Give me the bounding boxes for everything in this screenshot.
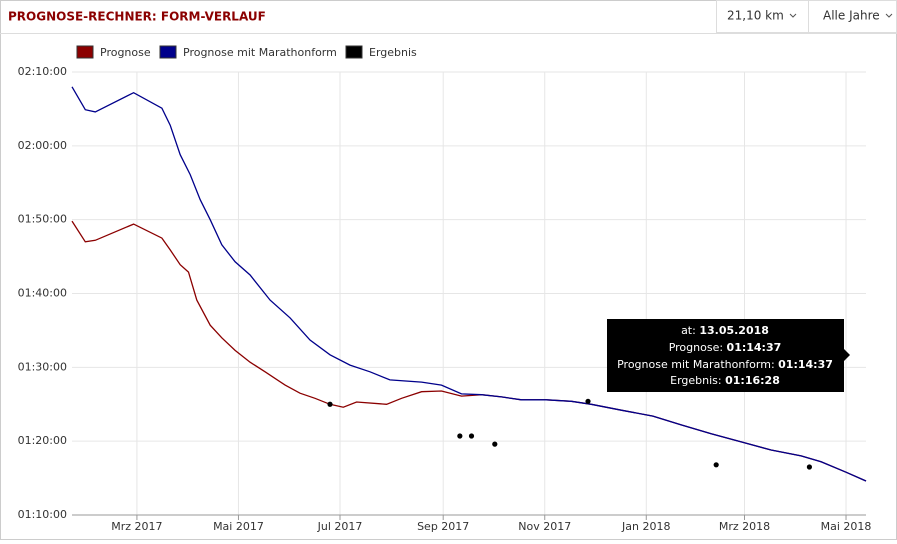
result-point [713, 462, 719, 468]
x-tick-label: Nov 2017 [518, 520, 571, 533]
legend-swatch[interactable] [76, 45, 94, 59]
tooltip-value: 13.05.2018 [699, 324, 769, 337]
dropdown-box[interactable] [808, 0, 897, 33]
tooltip-key: Prognose: [669, 341, 723, 354]
tooltip-row: Prognose mit Marathonform: 01:14:37 [617, 358, 833, 371]
x-tick-label: Mai 2018 [821, 520, 872, 533]
header-title: PROGNOSE-RECHNER: FORM-VERLAUF [8, 10, 266, 24]
x-tick-label: Mai 2017 [213, 520, 264, 533]
tooltip-arrow [844, 349, 850, 361]
legend-label[interactable]: Prognose [100, 46, 151, 59]
dropdown-label[interactable]: Alle Jahre [823, 9, 880, 23]
result-point [585, 398, 591, 404]
chevron [885, 13, 893, 18]
tooltip-box [607, 319, 844, 392]
y-tick-label: 01:30:00 [18, 360, 67, 373]
y-tick-label: 01:10:00 [18, 508, 67, 521]
y-tick-label: 02:00:00 [18, 139, 67, 152]
legend: Prognose Prognose mit Marathonform Ergeb… [76, 45, 417, 59]
y-tick-label: 02:10:00 [18, 65, 67, 78]
x-tick-label: Jan 2018 [621, 520, 670, 533]
tooltip: at: 13.05.2018 Prognose: 01:14:37 Progno… [607, 319, 850, 392]
distance-dropdown[interactable]: 21,10 km [716, 0, 809, 33]
x-tick-label: Mrz 2017 [111, 520, 162, 533]
y-tick-label: 01:40:00 [18, 287, 67, 300]
chevron [789, 13, 797, 18]
result-point [457, 433, 463, 439]
result-point [468, 433, 475, 439]
plot: 01:10:00 01:20:00 01:30:00 01:40:00 01:50:00… [18, 65, 872, 533]
tooltip-row: Prognose: 01:14:37 [669, 341, 782, 354]
dropdown-label[interactable]: 21,10 km [727, 9, 784, 23]
series-line [71, 86, 867, 482]
legend-label[interactable]: Ergebnis [369, 46, 417, 59]
tooltip-value: 01:16:28 [725, 374, 780, 387]
tooltip-value: 01:14:37 [727, 341, 782, 354]
result-point [492, 441, 498, 447]
tooltip-key: Prognose mit Marathonform: [617, 358, 775, 371]
legend-swatch[interactable] [159, 45, 177, 59]
x-tick-label: Sep 2017 [417, 520, 469, 533]
legend-label[interactable]: Prognose mit Marathonform [183, 46, 337, 59]
tooltip-row: Ergebnis: 01:16:28 [670, 374, 780, 387]
legend-swatch[interactable] [345, 45, 363, 59]
result-point [806, 464, 813, 470]
y-tick-label: 01:50:00 [18, 213, 67, 226]
tooltip-value: 01:14:37 [778, 358, 833, 371]
period-dropdown[interactable]: Alle Jahre [808, 0, 897, 33]
result-point [327, 401, 333, 407]
tooltip-row: at: 13.05.2018 [681, 324, 769, 337]
x-tick-label: Mrz 2018 [719, 520, 770, 533]
tooltip-key: Ergebnis: [670, 374, 721, 387]
tooltip-key: at: [681, 324, 696, 337]
x-tick-label: Jul 2017 [317, 520, 363, 533]
y-tick-label: 01:20:00 [18, 434, 67, 447]
